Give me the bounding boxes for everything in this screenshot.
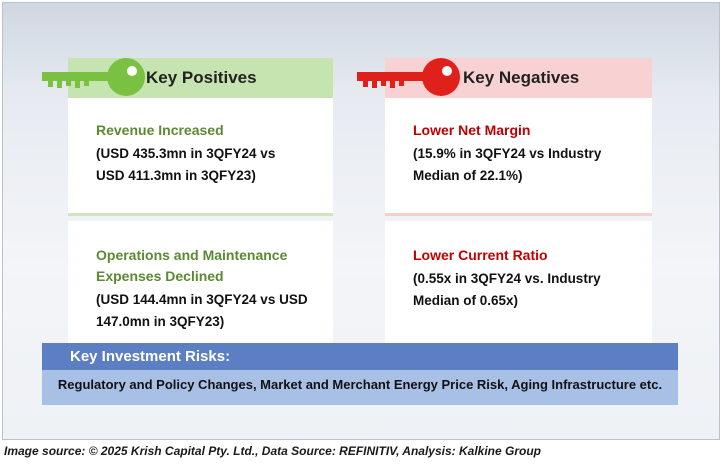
positive-title: Operations and Maintenance Expenses Decl… bbox=[96, 247, 288, 284]
key-investment-risks-text: Regulatory and Policy Changes, Market an… bbox=[42, 370, 678, 405]
negative-card-current-ratio: Lower Current Ratio (0.55x in 3QFY24 vs.… bbox=[385, 221, 652, 343]
key-investment-risks-header: Key Investment Risks: bbox=[42, 343, 678, 370]
negative-detail: (15.9% in 3QFY24 vs Industry Median of 2… bbox=[413, 146, 602, 183]
negative-detail: (0.55x in 3QFY24 vs. Industry Median of … bbox=[413, 271, 601, 308]
positive-detail: (USD 435.3mn in 3QFY24 vs USD 411.3mn in… bbox=[96, 146, 276, 183]
key-positives-label: Key Positives bbox=[146, 68, 257, 87]
positive-card-opex: Operations and Maintenance Expenses Decl… bbox=[68, 221, 333, 343]
negative-card-net-margin: Lower Net Margin (15.9% in 3QFY24 vs Ind… bbox=[385, 98, 652, 216]
negative-title: Lower Net Margin bbox=[413, 122, 531, 138]
green-key-icon bbox=[42, 58, 145, 96]
image-source-footer: Image source: © 2025 Krish Capital Pty. … bbox=[4, 444, 541, 458]
key-negatives-label: Key Negatives bbox=[463, 68, 580, 87]
negative-title: Lower Current Ratio bbox=[413, 247, 548, 263]
red-key-icon bbox=[357, 58, 460, 96]
positive-card-revenue: Revenue Increased (USD 435.3mn in 3QFY24… bbox=[68, 98, 333, 216]
positive-title: Revenue Increased bbox=[96, 122, 224, 138]
positive-detail: (USD 144.4mn in 3QFY24 vs USD 147.0mn in… bbox=[96, 292, 308, 329]
